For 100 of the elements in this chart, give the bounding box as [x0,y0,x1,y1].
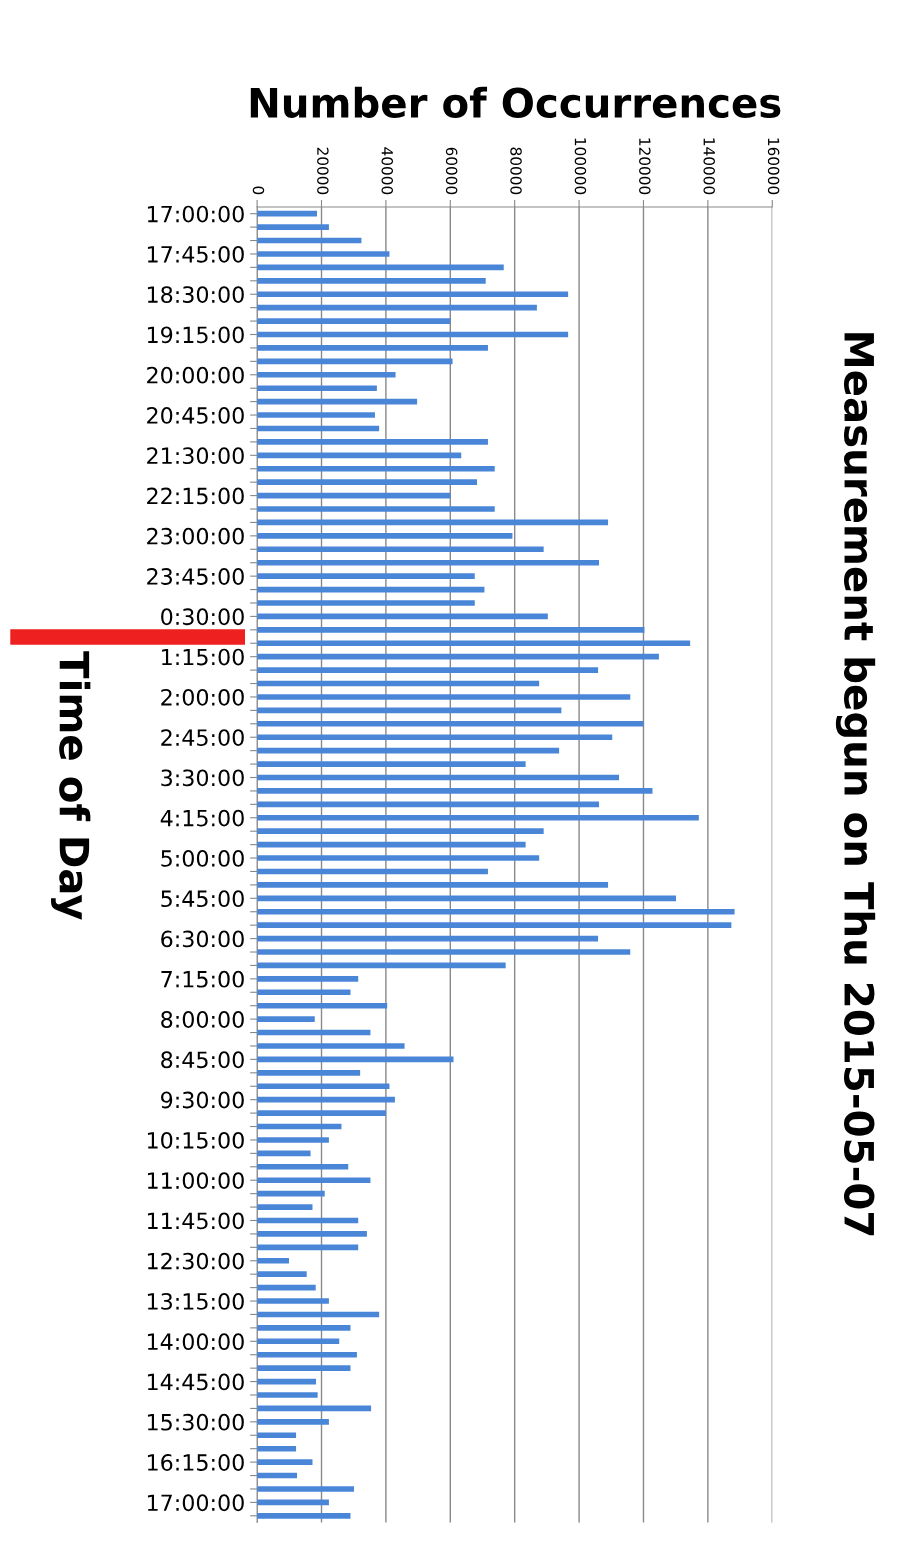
x-tick-label: 0 [252,186,265,195]
y-tick-label: 9:30:00 [161,1091,244,1109]
bar [257,1338,340,1345]
x-axis-title: Number of Occurrences [250,86,781,118]
y-tick-label: 16:15:00 [147,1454,244,1471]
bar [257,627,645,633]
x-tick-label: 160000 [767,138,780,195]
y-tick-label: 14:45:00 [147,1373,244,1391]
bar [257,855,540,861]
bar [257,734,613,741]
y-tick-label: 20:00:00 [147,366,244,384]
bar [257,251,390,257]
y-tick-label: 18:30:00 [147,286,244,303]
y-tick-label: 10:15:00 [147,1131,244,1149]
bar [257,694,631,700]
text: Measurement begun on Thu 2015-05-07 [835,333,876,1236]
bar [257,1325,351,1331]
bar [257,1177,371,1184]
bar [257,895,676,902]
bar [257,1298,329,1304]
y-tick-label: 5:00:00 [161,849,244,867]
bar [257,210,317,217]
y-tick-label: 23:00:00 [147,527,244,545]
bar [257,465,495,472]
y-tick-label: 1:15:00 [162,648,244,666]
y-tick-label: 21:30:00 [147,447,244,465]
bar [257,1486,355,1492]
y-tick-label: 5:45:00 [161,890,244,908]
y-tick-label: 12:30:00 [147,1252,244,1270]
y-tick-label: 17:00:00 [147,1494,244,1512]
bar [257,1271,307,1277]
y-tick-label: 8:45:00 [161,1051,244,1069]
bar [257,949,631,955]
bar [257,1163,349,1170]
bar [257,1083,390,1090]
bar [257,788,653,794]
bar [257,439,488,445]
bar [257,1070,361,1076]
bar [257,1419,329,1425]
bar [257,224,329,230]
bar [257,1110,386,1116]
y-tick-label: 11:00:00 [147,1172,244,1189]
bar [257,1459,313,1465]
y-tick-label: 19:15:00 [147,326,244,344]
bar [257,1513,351,1519]
bar [257,559,600,566]
y-tick-label: 7:15:00 [161,970,244,988]
bar [257,506,495,512]
y-axis-title: Time of Day [51,651,91,920]
bar [257,976,359,982]
y-tick-label: 22:15:00 [147,487,244,505]
x-tick-label: 100000 [574,138,587,195]
y-tick-label: 6:30:00 [161,930,244,948]
y-tick-label: 0:30:00 [161,608,244,626]
bar [257,667,599,673]
bar [257,1002,388,1009]
bar [257,385,377,392]
bar [257,1043,405,1049]
x-tick-label: 120000 [639,138,651,195]
bar [257,761,526,767]
bar [257,814,699,821]
bar [257,908,735,915]
bar [257,1432,297,1439]
bar [257,479,478,485]
y-tick-label: 14:00:00 [147,1333,244,1351]
y-tick-label: 4:15:00 [160,809,244,827]
bar [257,882,609,888]
bar [257,1392,318,1398]
bar [257,318,451,324]
x-tick-label: 60000 [445,147,458,195]
y-tick-label: 3:30:00 [161,769,244,787]
x-tick-label: 40000 [381,147,394,195]
bar [257,1365,351,1371]
bar [257,1257,289,1264]
bar [257,1445,297,1452]
x-tick-label: 140000 [703,138,715,195]
bar [257,533,513,539]
bar [257,546,544,553]
y-tick-label: 2:45:00 [161,729,244,746]
bar [257,720,644,727]
bar [257,1231,367,1237]
x-tick-label: 80000 [510,147,522,195]
y-tick-label: 8:00:00 [161,1011,244,1028]
y-tick-label: 2:00:00 [161,688,244,706]
y-tick-label: 11:45:00 [147,1212,244,1230]
bar [257,291,569,298]
y-tick-label: 17:45:00 [147,245,244,263]
bar [257,277,486,284]
x-tick-label: 20000 [317,147,329,195]
bar [257,371,396,378]
bar [257,1204,313,1210]
y-tick-label: 20:45:00 [147,407,244,424]
bar [257,573,475,579]
bar [257,1351,357,1358]
y-tick-label: 15:30:00 [147,1413,244,1431]
bar [257,1137,329,1143]
bar [257,412,375,418]
bar [257,828,544,835]
y-tick-label: 13:15:00 [147,1292,244,1310]
bar [257,922,732,928]
